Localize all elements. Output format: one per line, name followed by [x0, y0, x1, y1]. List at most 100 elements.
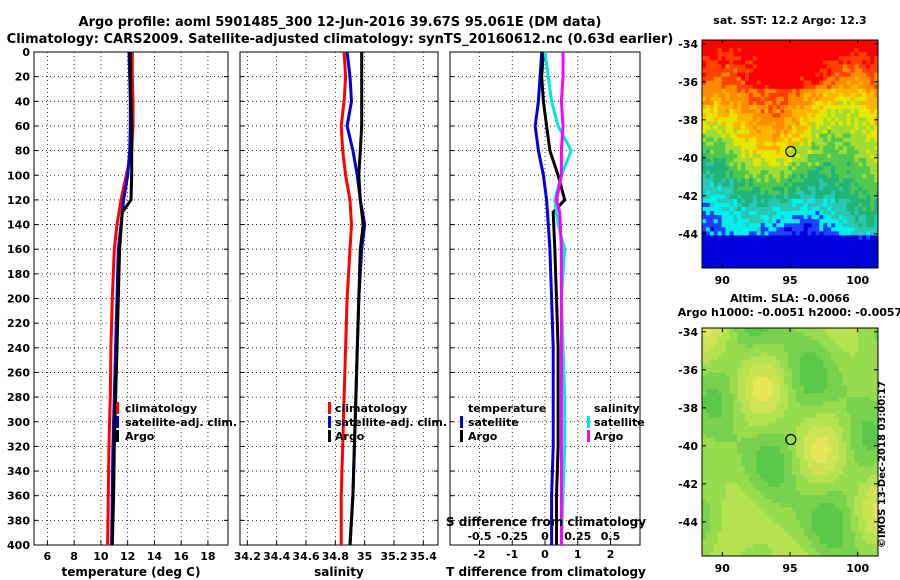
- map-cell: [733, 97, 738, 102]
- map-cell: [819, 385, 824, 390]
- map-cell: [846, 219, 852, 224]
- map-cell: [811, 490, 816, 496]
- map-cell: [713, 397, 719, 402]
- map-cell: [858, 105, 863, 110]
- map-cell: [850, 405, 855, 410]
- map-cell: [842, 344, 848, 349]
- map-cell: [827, 458, 832, 463]
- map-cell: [838, 149, 844, 155]
- map-cell: [760, 364, 765, 370]
- map-cell: [721, 255, 726, 261]
- map-cell: [780, 121, 785, 126]
- map-cell: [850, 235, 855, 240]
- map-cell: [807, 121, 812, 126]
- map-cell: [870, 425, 875, 431]
- map-cell: [764, 462, 769, 467]
- map-cell: [748, 401, 754, 406]
- map-cell: [725, 474, 730, 480]
- map-cell: [705, 154, 711, 159]
- map-cell: [717, 442, 722, 447]
- map-cell: [768, 360, 773, 366]
- map-cell: [702, 352, 707, 357]
- map-cell: [764, 348, 769, 353]
- map-cell: [862, 401, 867, 406]
- map-cell: [819, 446, 824, 451]
- map-cell: [772, 462, 777, 467]
- map-cell: [741, 519, 746, 524]
- map-cell: [870, 417, 875, 423]
- map-cell: [870, 462, 875, 467]
- map-cell: [756, 101, 762, 106]
- map-cell: [811, 125, 816, 130]
- map-cell: [799, 344, 805, 349]
- map-cell: [788, 336, 793, 341]
- map-cell: [768, 263, 773, 269]
- y-tick-label: 220: [7, 317, 30, 330]
- map-cell: [838, 433, 844, 439]
- map-cell: [756, 239, 762, 244]
- map-cell: [776, 76, 781, 82]
- map-cell: [815, 332, 820, 337]
- map-cell: [862, 494, 867, 500]
- map-cell: [733, 133, 738, 139]
- map-cell: [799, 486, 805, 492]
- map-cell: [870, 401, 875, 406]
- map-cell: [780, 76, 785, 82]
- map-cell: [807, 409, 812, 414]
- map-cell: [795, 170, 801, 175]
- map-cell: [791, 376, 797, 382]
- map-cell: [831, 360, 836, 366]
- map-cell: [745, 101, 750, 106]
- map-cell: [819, 474, 824, 480]
- map-cell: [764, 133, 769, 139]
- map-cell: [858, 92, 863, 98]
- map-cell: [717, 105, 722, 110]
- map-cell: [815, 247, 820, 253]
- map-cell: [725, 255, 730, 261]
- map-cell: [780, 133, 785, 139]
- map-cell: [838, 372, 844, 378]
- map-cell: [784, 170, 789, 175]
- map-cell: [776, 101, 781, 106]
- map-cell: [741, 64, 746, 69]
- map-cell: [788, 101, 793, 106]
- map-cell: [842, 380, 848, 386]
- map-cell: [846, 503, 852, 508]
- map-cell: [807, 239, 812, 244]
- map-cell: [764, 235, 769, 240]
- map-cell: [827, 405, 832, 410]
- map-cell: [748, 405, 754, 410]
- map-cell: [733, 211, 738, 216]
- map-cell: [709, 450, 715, 455]
- map-cell: [866, 133, 871, 139]
- map-cell: [866, 215, 871, 220]
- map-cell: [799, 409, 805, 414]
- map-cell: [745, 60, 750, 65]
- map-cell: [834, 486, 840, 492]
- map-cell: [788, 44, 793, 49]
- map-cell: [827, 433, 832, 439]
- map-cell: [745, 466, 750, 471]
- map-cell: [807, 40, 812, 45]
- map-cell: [776, 389, 781, 394]
- map-cell: [784, 56, 789, 61]
- map-cell: [854, 454, 859, 459]
- map-cell: [705, 466, 711, 471]
- map-cell: [842, 364, 848, 370]
- legend-heading: temperature: [468, 402, 546, 415]
- map-cell: [854, 182, 859, 187]
- map-cell: [854, 344, 859, 349]
- map-cell: [788, 48, 793, 53]
- map-cell: [721, 190, 726, 196]
- map-cell: [776, 178, 781, 183]
- map-cell: [725, 336, 730, 341]
- map-cell: [866, 393, 871, 398]
- map-cell: [850, 92, 855, 98]
- map-cell: [854, 340, 859, 345]
- map-cell: [721, 113, 726, 118]
- map-cell: [803, 154, 808, 159]
- map-cell: [776, 417, 781, 423]
- map-cell: [870, 170, 875, 175]
- map-cell: [741, 433, 746, 439]
- map-cell: [768, 141, 773, 147]
